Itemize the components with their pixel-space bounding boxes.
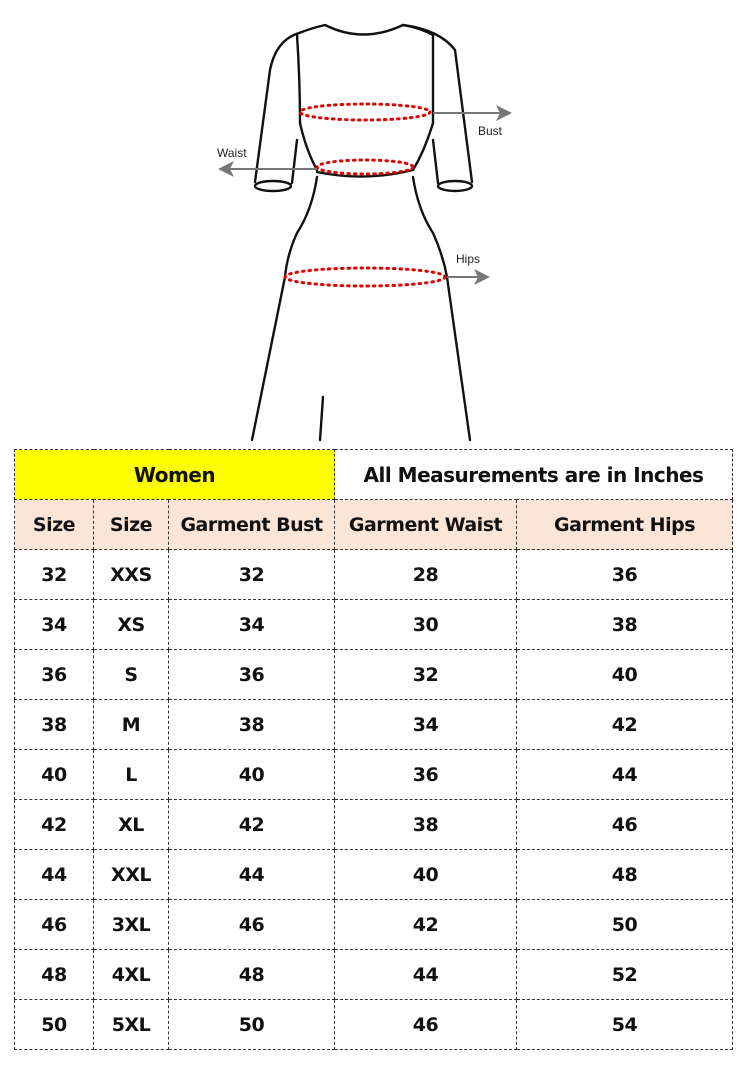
- column-header: Size: [14, 499, 94, 550]
- column-header: Garment Hips: [516, 499, 733, 550]
- table-cell: XS: [93, 599, 169, 650]
- table-cell: 32: [168, 549, 335, 600]
- table-cell: 40: [168, 749, 335, 800]
- table-cell: 50: [516, 899, 733, 950]
- table-cell: 38: [516, 599, 733, 650]
- table-cell: 38: [334, 799, 517, 850]
- table-row: 40 L 40 36 44: [14, 749, 733, 800]
- table-cell: 32: [14, 549, 94, 600]
- table-cell: 50: [14, 999, 94, 1050]
- units-note: All Measurements are in Inches: [334, 449, 733, 500]
- bust-measure-line: [298, 102, 432, 122]
- table-cell: 42: [516, 699, 733, 750]
- table-cell: 42: [168, 799, 335, 850]
- title-row: Women All Measurements are in Inches: [14, 449, 733, 500]
- header-row: Size Size Garment Bust Garment Waist Garment…: [14, 499, 733, 550]
- table-cell: 48: [168, 949, 335, 1000]
- table-cell: 32: [334, 649, 517, 700]
- table-cell: 36: [14, 649, 94, 700]
- table-cell: 36: [334, 749, 517, 800]
- column-header: Garment Bust: [168, 499, 335, 550]
- table-cell: 36: [516, 549, 733, 600]
- waist-measure-line: [315, 158, 415, 176]
- bodice: [298, 121, 435, 178]
- table-cell: XXS: [93, 549, 169, 600]
- table-cell: 48: [516, 849, 733, 900]
- left-cuff: [253, 179, 293, 193]
- dress-diagram: Bust Waist Hips: [217, 23, 512, 442]
- table-cell: S: [93, 649, 169, 700]
- hips-measure-line: [283, 266, 447, 288]
- right-sleeve: [401, 23, 474, 185]
- table-cell: 46: [516, 799, 733, 850]
- table-cell: 52: [516, 949, 733, 1000]
- table-cell: 46: [168, 899, 335, 950]
- table-row: 50 5XL 50 46 54: [14, 999, 733, 1050]
- left-sleeve: [253, 31, 302, 185]
- table-cell: L: [93, 749, 169, 800]
- table-cell: XXL: [93, 849, 169, 900]
- table-cell: 42: [14, 799, 94, 850]
- waist-label: Waist: [217, 146, 247, 160]
- table-row: 46 3XL 46 42 50: [14, 899, 733, 950]
- table-cell: 48: [14, 949, 94, 1000]
- table-cell: 40: [516, 649, 733, 700]
- column-header: Size: [93, 499, 169, 550]
- size-chart-table: Women All Measurements are in Inches Siz…: [14, 449, 733, 1050]
- bust-label: Bust: [478, 124, 503, 138]
- table-cell: 44: [334, 949, 517, 1000]
- table-cell: 4XL: [93, 949, 169, 1000]
- table-cell: M: [93, 699, 169, 750]
- table-row: 44 XXL 44 40 48: [14, 849, 733, 900]
- table-cell: 5XL: [93, 999, 169, 1050]
- table-cell: 54: [516, 999, 733, 1050]
- table-cell: 40: [14, 749, 94, 800]
- table-cell: 28: [334, 549, 517, 600]
- table-cell: 34: [334, 699, 517, 750]
- table-row: 36 S 36 32 40: [14, 649, 733, 700]
- table-cell: 44: [516, 749, 733, 800]
- table-row: 32 XXS 32 28 36: [14, 549, 733, 600]
- table-row: 38 M 38 34 42: [14, 699, 733, 750]
- table-cell: XL: [93, 799, 169, 850]
- table-cell: 46: [14, 899, 94, 950]
- table-row: 42 XL 42 38 46: [14, 799, 733, 850]
- skirt: [250, 175, 472, 442]
- column-header: Garment Waist: [334, 499, 517, 550]
- table-cell: 38: [168, 699, 335, 750]
- table-cell: 34: [14, 599, 94, 650]
- table-cell: 34: [168, 599, 335, 650]
- hips-label: Hips: [456, 252, 480, 266]
- table-row: 48 4XL 48 44 52: [14, 949, 733, 1000]
- table-cell: 40: [334, 849, 517, 900]
- table-cell: 36: [168, 649, 335, 700]
- table-cell: 3XL: [93, 899, 169, 950]
- skirt-slit: [318, 395, 325, 442]
- table-cell: 38: [14, 699, 94, 750]
- right-cuff: [436, 179, 474, 193]
- table-cell: 42: [334, 899, 517, 950]
- table-row: 34 XS 34 30 38: [14, 599, 733, 650]
- table-cell: 50: [168, 999, 335, 1050]
- table-cell: 30: [334, 599, 517, 650]
- table-cell: 44: [14, 849, 94, 900]
- women-title: Women: [14, 449, 335, 500]
- table-cell: 46: [334, 999, 517, 1050]
- table-cell: 44: [168, 849, 335, 900]
